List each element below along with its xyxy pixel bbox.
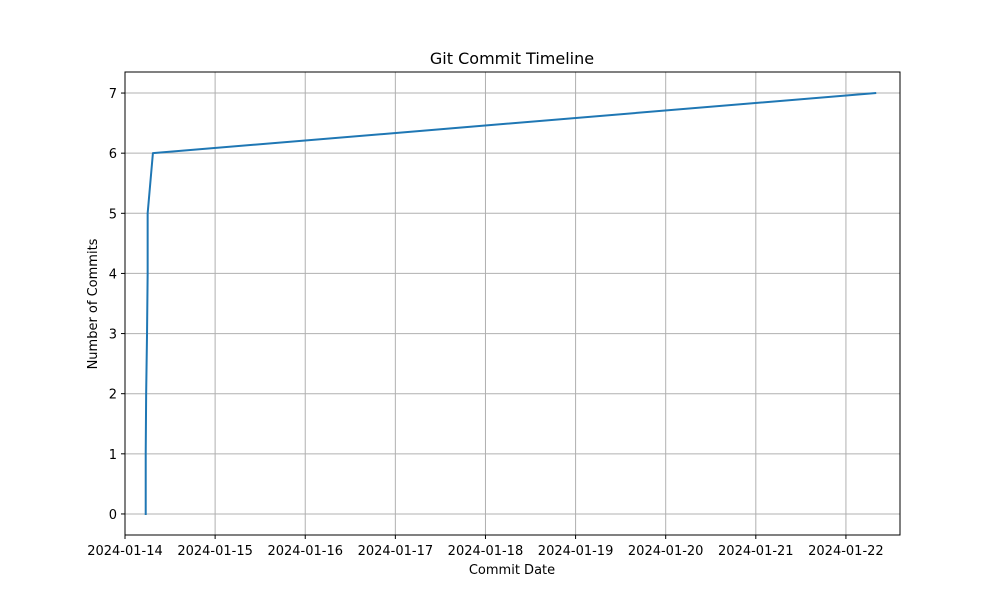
y-tick-label: 0: [109, 508, 117, 523]
y-tick-label: 2: [109, 388, 117, 403]
x-tick-label: 2024-01-21: [718, 544, 794, 559]
y-tick-label: 1: [109, 448, 117, 463]
x-tick-label: 2024-01-19: [538, 544, 614, 559]
y-tick-label: 3: [109, 328, 117, 343]
x-axis-label: Commit Date: [469, 563, 555, 578]
y-tick-label: 7: [109, 87, 117, 102]
x-tick-label: 2024-01-16: [267, 544, 343, 559]
y-tick-label: 5: [109, 207, 117, 222]
x-tick-label: 2024-01-18: [448, 544, 524, 559]
x-tick-label: 2024-01-15: [177, 544, 253, 559]
x-tick-label: 2024-01-17: [358, 544, 434, 559]
x-tick-label: 2024-01-20: [628, 544, 704, 559]
y-tick-label: 6: [109, 147, 117, 162]
y-tick-label: 4: [109, 267, 117, 282]
x-tick-label: 2024-01-14: [87, 544, 163, 559]
x-tick-label: 2024-01-22: [808, 544, 884, 559]
y-axis-label: Number of Commits: [86, 238, 101, 369]
chart-title: Git Commit Timeline: [430, 49, 594, 68]
